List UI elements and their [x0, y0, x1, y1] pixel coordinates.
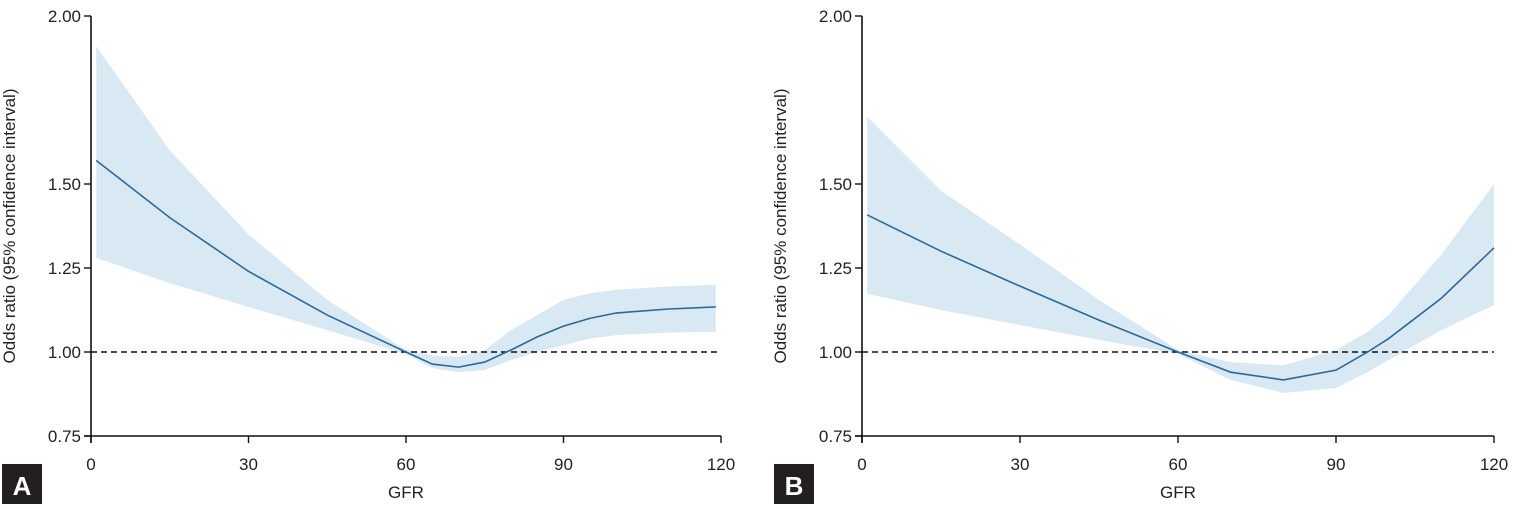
- x-tick-label: 120: [707, 455, 735, 474]
- panel-a: 0.75 1.00 1.25 1.50 2.00 0 30 60 90 120 GFR Odds ra…: [0, 7, 735, 504]
- y-tick-label: 2.00: [48, 7, 81, 26]
- panel-label: A: [13, 471, 32, 501]
- y-tick-label: 1.25: [819, 259, 852, 278]
- x-tick-label: 90: [554, 455, 573, 474]
- y-tick-label: 1.00: [819, 343, 852, 362]
- y-tick-label: 1.00: [48, 343, 81, 362]
- odds-ratio-line: [866, 214, 1495, 381]
- panel-label-box: [774, 464, 814, 504]
- y-tick-label: 1.50: [819, 175, 852, 194]
- confidence-band: [867, 116, 1494, 393]
- panel-label-box: [2, 464, 42, 504]
- y-tick-label: 1.25: [48, 259, 81, 278]
- x-tick-label: 30: [239, 455, 258, 474]
- confidence-band: [96, 46, 716, 373]
- odds-ratio-line: [95, 159, 716, 368]
- x-axis-label: GFR: [1160, 483, 1196, 502]
- y-axis-label: Odds ratio (95% confidence interval): [771, 89, 790, 364]
- x-tick-label: 120: [1480, 455, 1508, 474]
- y-axis-label: Odds ratio (95% confidence interval): [0, 89, 19, 364]
- x-tick-label: 60: [1169, 455, 1188, 474]
- y-tick-label: 1.50: [48, 175, 81, 194]
- x-tick-label: 90: [1327, 455, 1346, 474]
- x-tick-label: 60: [397, 455, 416, 474]
- y-tick-label: 2.00: [819, 7, 852, 26]
- panel-b: 0.75 1.00 1.25 1.50 2.00 0 30 60 90 120 GFR Odds ra…: [771, 7, 1508, 504]
- x-tick-label: 0: [86, 455, 95, 474]
- y-tick-label: 0.75: [48, 427, 81, 446]
- x-tick-label: 30: [1011, 455, 1030, 474]
- y-tick-label: 0.75: [819, 427, 852, 446]
- x-axis-label: GFR: [388, 483, 424, 502]
- panel-label: B: [785, 471, 804, 501]
- x-tick-label: 0: [857, 455, 866, 474]
